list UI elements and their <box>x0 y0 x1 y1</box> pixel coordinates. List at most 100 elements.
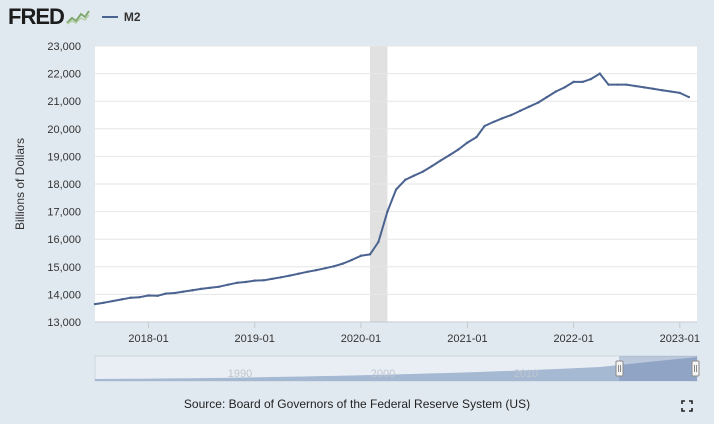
navigator-series-area <box>95 357 697 381</box>
data-point <box>563 86 566 89</box>
data-point <box>466 141 469 144</box>
data-point <box>651 87 655 90</box>
data-point <box>536 101 540 104</box>
data-point <box>510 113 513 117</box>
data-point <box>297 272 300 275</box>
x-tick-label: 2018-01 <box>128 333 168 345</box>
y-tick-label: 16,000 <box>47 234 81 246</box>
data-point <box>669 90 673 93</box>
data-point <box>341 262 345 265</box>
chart-legend[interactable]: M2 <box>101 10 141 24</box>
data-point <box>332 265 336 268</box>
data-point <box>439 159 442 162</box>
x-tick-label: 2020-01 <box>341 333 381 345</box>
data-point <box>581 80 584 84</box>
data-point <box>634 84 637 88</box>
data-point <box>93 302 97 306</box>
data-point <box>483 124 486 128</box>
data-point <box>616 83 619 86</box>
data-point <box>607 83 610 86</box>
data-point <box>394 188 398 191</box>
data-point <box>288 274 291 277</box>
y-tick-label: 19,000 <box>47 151 81 163</box>
data-point <box>138 295 141 299</box>
data-point <box>191 289 194 292</box>
data-point <box>209 286 212 289</box>
source-note: Source: Board of Governors of the Federa… <box>183 397 531 411</box>
data-point <box>253 279 256 282</box>
data-point <box>403 178 407 182</box>
data-point <box>598 72 602 75</box>
data-point <box>554 90 558 93</box>
x-tick-label: 2021-01 <box>447 333 487 345</box>
data-point <box>350 258 354 262</box>
data-point <box>173 291 176 295</box>
data-point <box>129 296 132 299</box>
y-tick-label: 17,000 <box>47 207 81 219</box>
fullscreen-icon[interactable] <box>681 400 693 412</box>
legend-label: M2 <box>123 10 141 24</box>
data-point <box>102 301 106 304</box>
data-point <box>270 277 274 281</box>
data-point <box>147 294 150 297</box>
navigator-handle[interactable] <box>615 360 624 377</box>
data-point <box>501 117 504 120</box>
y-tick-label: 14,000 <box>47 289 81 301</box>
y-tick-label: 18,000 <box>47 179 81 191</box>
data-point <box>527 105 531 108</box>
x-tick-label: 2023-01 <box>660 333 700 345</box>
y-axis-label: Billions of Dollars <box>13 138 27 230</box>
data-point <box>386 210 389 213</box>
fred-logo[interactable]: FRED <box>8 4 65 29</box>
data-point <box>643 86 646 89</box>
data-point <box>324 266 327 270</box>
data-point <box>448 153 451 157</box>
data-point <box>430 164 434 168</box>
data-point <box>359 254 363 257</box>
data-point <box>589 77 592 81</box>
data-point <box>164 292 167 295</box>
series-line-m2 <box>94 72 690 306</box>
data-point <box>111 299 115 303</box>
data-point <box>412 174 416 177</box>
y-tick-label: 21,000 <box>47 96 81 108</box>
navigator-year-label: 2000 <box>371 368 395 380</box>
data-point <box>306 270 309 273</box>
data-point <box>687 95 691 99</box>
y-tick-label: 22,000 <box>47 69 81 81</box>
data-point <box>475 135 478 139</box>
chart-header: FRED M2 <box>8 4 141 30</box>
data-point <box>518 109 522 113</box>
data-point <box>368 253 372 256</box>
fred-graph-icon <box>66 10 90 25</box>
data-point <box>572 80 575 84</box>
x-tick-label: 2019-01 <box>235 333 275 345</box>
data-point <box>660 88 664 92</box>
navigator-year-label: 2010 <box>514 368 538 380</box>
data-point <box>315 268 318 272</box>
data-point <box>235 281 239 285</box>
navigator-handle[interactable] <box>691 360 700 377</box>
data-point <box>226 283 230 286</box>
data-point <box>457 148 460 151</box>
data-point <box>678 91 682 95</box>
data-point <box>200 287 203 291</box>
data-point <box>545 95 549 99</box>
y-tick-label: 13,000 <box>47 317 81 329</box>
data-point <box>279 276 283 279</box>
legend-swatch <box>101 16 118 18</box>
data-point <box>218 285 221 288</box>
y-tick-label: 20,000 <box>47 124 81 136</box>
navigator-selection <box>619 356 697 381</box>
y-tick-label: 15,000 <box>47 262 81 274</box>
x-tick-label: 2022-01 <box>553 333 593 345</box>
y-tick-label: 23,000 <box>47 41 81 53</box>
data-point <box>120 298 123 301</box>
data-point <box>625 83 628 86</box>
data-point <box>182 290 185 293</box>
data-point <box>244 280 247 284</box>
data-point <box>262 279 265 282</box>
navigator-year-label: 1990 <box>228 368 252 380</box>
data-point <box>421 170 425 173</box>
